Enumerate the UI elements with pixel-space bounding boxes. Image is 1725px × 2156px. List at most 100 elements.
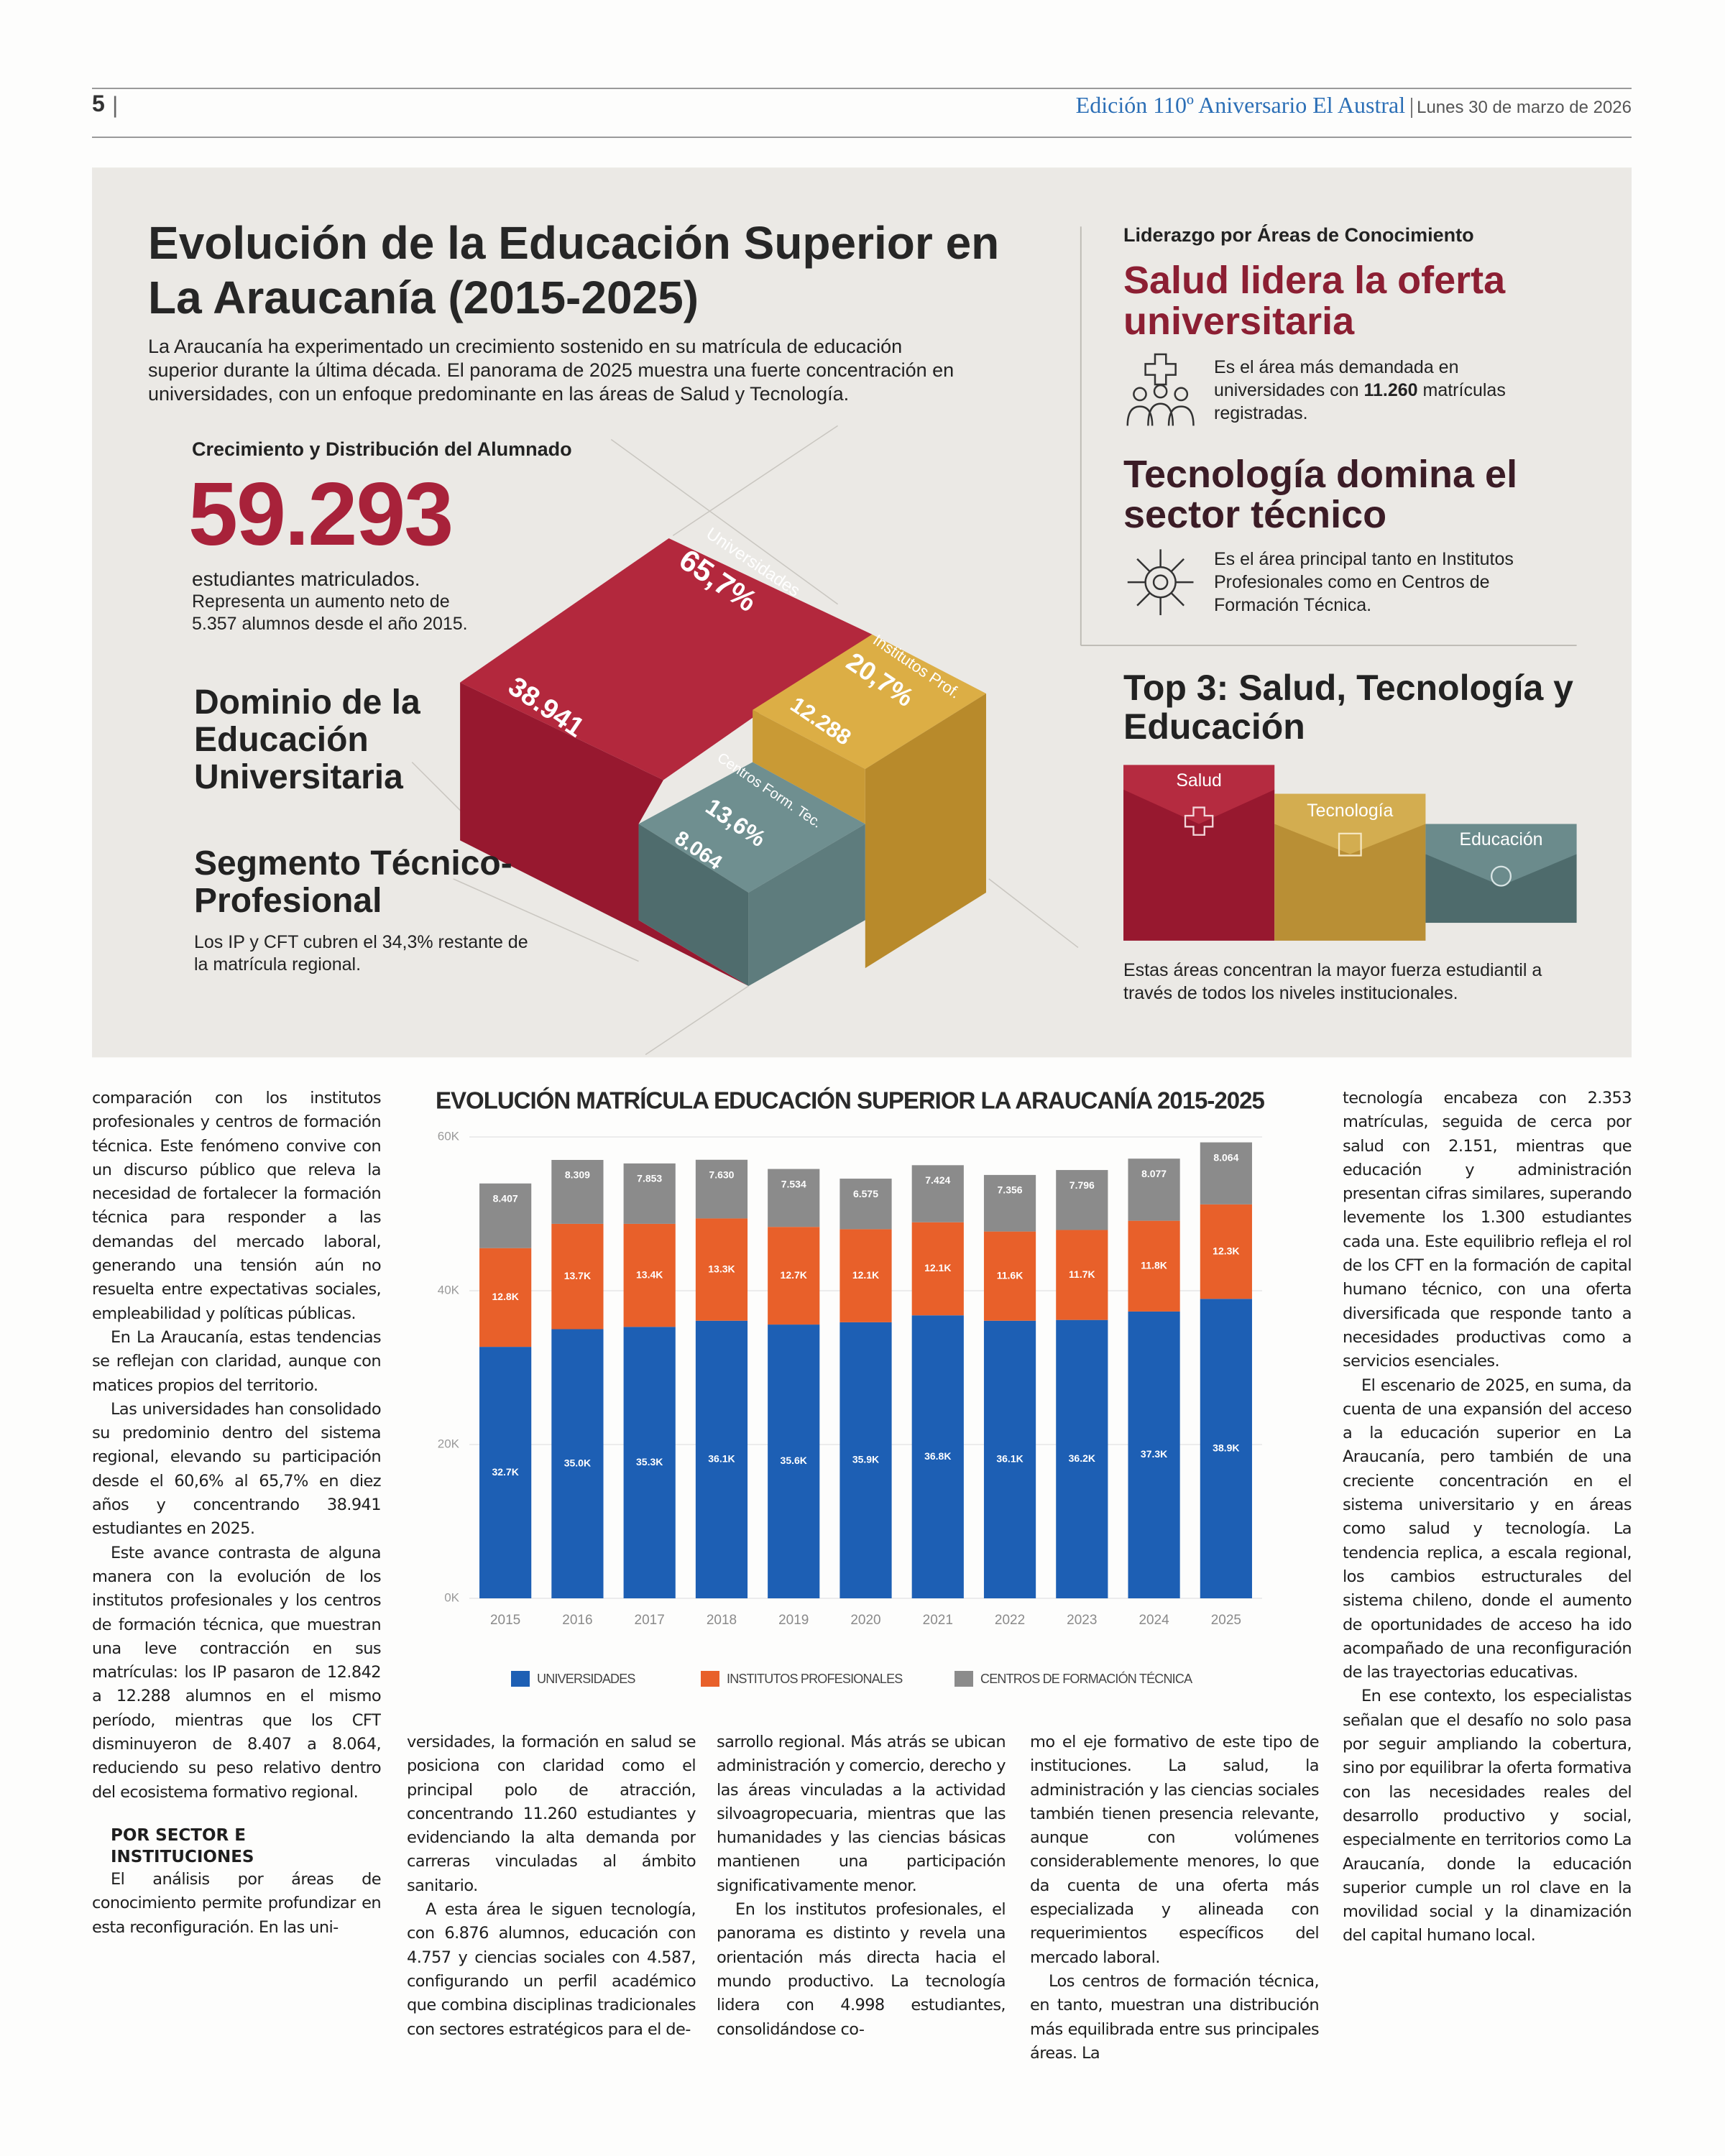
x-tick-label: 2015 <box>490 1613 520 1628</box>
segmento-title: Segmento Técnico-Profesional <box>194 844 512 920</box>
value-label: 8.407 <box>493 1192 518 1204</box>
paragraph: En ese contexto, los especialistas señal… <box>1343 1687 1632 1945</box>
y-tick-label: 40K <box>438 1283 460 1296</box>
paragraph: El análisis por áreas de conocimiento pe… <box>92 1869 381 1937</box>
bar-segment <box>911 1222 964 1316</box>
bar-segment <box>479 1347 532 1598</box>
value-label: 36.2K <box>1069 1452 1095 1464</box>
top3-label: Tecnología <box>1307 801 1393 821</box>
value-label: 32.7K <box>492 1466 518 1478</box>
separator: | <box>112 92 119 118</box>
value-label: 35.6K <box>781 1455 807 1466</box>
value-label: 7.853 <box>637 1173 662 1184</box>
paragraph: mo el eje formativo de este tipo de inst… <box>1030 1733 1319 1967</box>
tecnologia-title: Tecnología domina el sector técnico <box>1123 453 1518 536</box>
x-tick-label: 2019 <box>778 1613 809 1628</box>
segmento-text: Los IP y CFT cubren el 34,3% restante de… <box>194 932 528 975</box>
value-label: 11.7K <box>1069 1268 1095 1280</box>
bar-segment <box>1128 1220 1180 1312</box>
edition: Edición 110º Aniversario El Austral <box>1075 92 1406 118</box>
total-detail: Representa un aumento neto de 5.357 alum… <box>192 591 468 634</box>
bar-segment <box>551 1329 604 1598</box>
article-column: tecnología encabeza con 2.353 matrículas… <box>1343 1087 1632 2070</box>
bar-segment <box>911 1315 964 1598</box>
salud-title: Salud lidera la oferta universitaria <box>1123 259 1506 343</box>
paragraph: sarrollo regional. Más atrás se ubican a… <box>717 1733 1006 1895</box>
x-tick-label: 2024 <box>1138 1613 1169 1628</box>
bar-segment <box>551 1223 604 1330</box>
infographic-graphics: Universidades 65,7% 38.941 Institutos Pr… <box>92 167 1632 1058</box>
bar-segment <box>983 1174 1036 1232</box>
bar-segment <box>983 1231 1036 1321</box>
x-tick-label: 2025 <box>1211 1613 1241 1628</box>
bar-segment <box>1056 1230 1108 1320</box>
bar-segment <box>768 1227 820 1325</box>
subhead: POR SECTOR E INSTITUCIONES <box>111 1825 254 1866</box>
value-label: 36.1K <box>996 1453 1023 1465</box>
chart-title: EVOLUCIÓN MATRÍCULA EDUCACIÓN SUPERIOR L… <box>436 1087 1264 1114</box>
total-caption: estudiantes matriculados. <box>192 568 420 590</box>
x-tick-label: 2016 <box>562 1613 592 1628</box>
bar-segment <box>1056 1319 1108 1598</box>
top3-blocks <box>1123 765 1577 941</box>
value-label: 12.7K <box>781 1269 807 1281</box>
bar-segment <box>695 1320 748 1598</box>
top3-title: Top 3: Salud, Tecnología y Educación <box>1123 668 1573 747</box>
date: Lunes 30 de marzo de 2026 <box>1411 98 1632 118</box>
value-label: 7.630 <box>709 1169 734 1180</box>
leadership-label: Liderazgo por Áreas de Conocimiento <box>1123 224 1474 246</box>
infographic-title: Evolución de la Educación Superior en La… <box>148 217 1000 323</box>
legend-swatch <box>511 1671 530 1687</box>
page-number: 5 <box>92 91 105 116</box>
guide-lines <box>411 425 1079 1056</box>
bar-segment <box>695 1159 748 1219</box>
x-tick-label: 2022 <box>995 1613 1025 1628</box>
paragraph: Este avance contrasta de alguna manera c… <box>92 1543 381 1802</box>
article-column: versidades, la formación en salud se pos… <box>407 1731 696 2068</box>
bar-segment <box>1128 1158 1180 1221</box>
stacked-blocks <box>460 538 986 986</box>
x-tick-label: 2021 <box>923 1613 953 1628</box>
value-label: 12.8K <box>492 1291 518 1302</box>
bar-segment <box>1200 1142 1252 1204</box>
x-tick-label: 2017 <box>635 1613 665 1628</box>
paragraph: tecnología encabeza con 2.353 matrículas… <box>1343 1089 1632 1371</box>
bar-segment <box>695 1218 748 1321</box>
header-rule <box>92 137 1632 138</box>
dominio-title: Dominio de la Educación Universitaria <box>194 683 420 796</box>
value-label: 38.9K <box>1213 1442 1239 1453</box>
paragraph: versidades, la formación en salud se pos… <box>407 1733 696 1895</box>
x-tick-label: 2023 <box>1067 1613 1097 1628</box>
value-label: 13.4K <box>636 1268 663 1280</box>
paragraph: En La Araucanía, estas tendencias se ref… <box>92 1327 381 1395</box>
value-label: 6.575 <box>853 1188 878 1199</box>
value-label: 35.9K <box>852 1454 879 1465</box>
tecnologia-text: Es el área principal tanto en Institutos… <box>1214 549 1514 615</box>
value-label: 12.1K <box>924 1262 951 1273</box>
paragraph: Los centros de formación técnica, en tan… <box>1030 1971 1319 2063</box>
x-tick-label: 2018 <box>707 1613 737 1628</box>
header-rule <box>92 88 1632 89</box>
tech-icon <box>1127 549 1194 616</box>
paragraph: A esta área le siguen tecnología, con 6.… <box>407 1900 696 2039</box>
article-column: comparación con los institutos profesion… <box>92 1087 381 2070</box>
top3-note: Estas áreas concentran la mayor fuerza e… <box>1123 960 1542 1003</box>
bar-segment <box>623 1327 676 1598</box>
article-column: mo el eje formativo de este tipo de inst… <box>1030 1731 1319 2068</box>
value-label: 35.0K <box>564 1457 591 1468</box>
chart: EVOLUCIÓN MATRÍCULA EDUCACIÓN SUPERIOR L… <box>436 1087 1265 1687</box>
salud-text: Es el área más demandada en universidade… <box>1214 356 1545 425</box>
bar-segment <box>1200 1204 1252 1299</box>
header-info: Edición 110º Aniversario El Austral Lune… <box>1076 92 1632 119</box>
value-label: 13.7K <box>564 1270 591 1281</box>
legend-label: INSTITUTOS PROFESIONALES <box>727 1672 903 1686</box>
bar-segment <box>479 1248 532 1348</box>
value-label: 7.356 <box>998 1184 1023 1196</box>
value-label: 11.8K <box>1141 1259 1167 1271</box>
legend-label: CENTROS DE FORMACIÓN TÉCNICA <box>980 1671 1192 1686</box>
text: matrículas registradas. <box>1214 380 1506 423</box>
y-tick-label: 20K <box>438 1437 460 1450</box>
value-label: 7.534 <box>781 1178 806 1189</box>
value-label: 36.1K <box>708 1453 735 1465</box>
